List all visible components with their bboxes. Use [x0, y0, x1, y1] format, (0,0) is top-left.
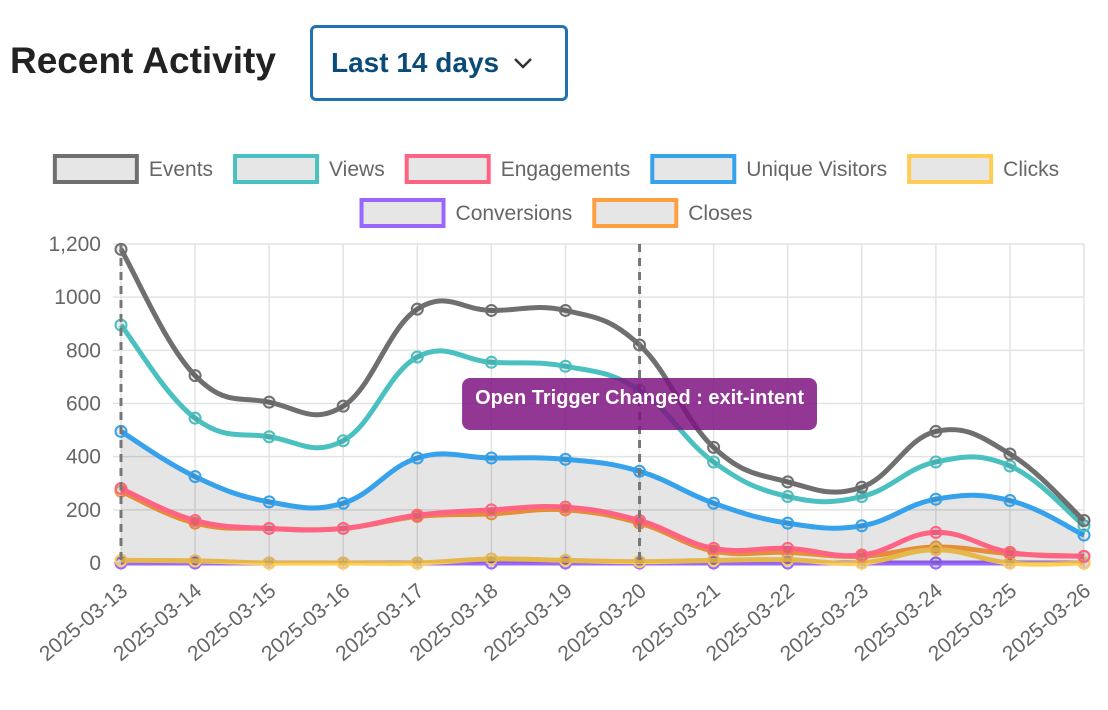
chart: 020040060080010001,2002025-03-132025-03-… — [35, 154, 1095, 666]
legend-item: Views — [233, 154, 385, 184]
legend-label: Unique Visitors — [746, 158, 887, 181]
point — [484, 355, 498, 369]
y-tick-label: 400 — [66, 446, 101, 469]
point — [484, 503, 498, 517]
point — [484, 552, 498, 566]
chevron — [514, 58, 532, 69]
annotation-label: Open Trigger Changed : exit-intent — [475, 387, 804, 409]
point — [484, 303, 498, 317]
annotation: Open Trigger Changed : exit-intent — [462, 378, 817, 430]
y-tick-label: 200 — [66, 499, 101, 522]
legend-item: Events — [52, 154, 213, 184]
point — [410, 451, 424, 465]
legend-item: Unique Visitors — [650, 154, 887, 184]
legend-label: Conversions — [456, 202, 573, 225]
point — [484, 451, 498, 465]
point — [707, 541, 721, 555]
y-tick-label: 1,200 — [48, 233, 101, 256]
point — [188, 554, 202, 568]
point — [558, 359, 572, 373]
legend-swatch — [404, 154, 491, 184]
point — [558, 553, 572, 567]
point — [1003, 494, 1017, 508]
legend-item: Conversions — [359, 198, 573, 228]
point — [781, 516, 795, 530]
y-tick-label: 1000 — [54, 286, 101, 309]
point — [929, 556, 943, 570]
point — [188, 470, 202, 484]
y-tick-label: 0 — [89, 552, 101, 575]
point — [1003, 459, 1017, 473]
point — [262, 495, 276, 509]
point — [336, 399, 350, 413]
point — [855, 480, 869, 494]
point — [1003, 447, 1017, 461]
legend-item: Clicks — [907, 154, 1059, 184]
point — [781, 541, 795, 555]
point — [410, 350, 424, 364]
legend-label: Engagements — [501, 158, 631, 181]
series-line — [118, 248, 1086, 523]
point — [1003, 545, 1017, 559]
point — [855, 548, 869, 562]
title: Recent Activity — [10, 40, 276, 81]
legend-swatch — [592, 198, 679, 228]
point — [1077, 513, 1091, 527]
legend-swatch — [650, 154, 737, 184]
legend-label: Events — [149, 158, 213, 181]
point — [929, 424, 943, 438]
point — [262, 430, 276, 444]
point — [1077, 549, 1091, 563]
legend-swatch — [233, 154, 320, 184]
point — [781, 475, 795, 489]
point — [188, 411, 202, 425]
legend-label: Clicks — [1003, 158, 1059, 181]
legend-item: Closes — [592, 198, 752, 228]
legend-label: Views — [329, 158, 385, 181]
point — [707, 440, 721, 454]
legend-item: Engagements — [404, 154, 631, 184]
point — [558, 452, 572, 466]
point — [1077, 528, 1091, 542]
point — [707, 496, 721, 510]
range-dropdown[interactable]: Last 14 days — [310, 25, 568, 101]
point — [855, 519, 869, 533]
legend-swatch — [907, 154, 994, 184]
series-line — [119, 323, 1086, 528]
point — [929, 543, 943, 557]
point — [336, 521, 350, 535]
y-tick-label: 600 — [66, 393, 101, 416]
point — [929, 525, 943, 539]
point — [262, 521, 276, 535]
point — [929, 492, 943, 506]
point — [262, 395, 276, 409]
legend-swatch — [359, 198, 446, 228]
legend-label: Closes — [688, 202, 752, 225]
point — [410, 302, 424, 316]
point — [188, 513, 202, 527]
point — [855, 490, 869, 504]
point — [336, 556, 350, 570]
y-tick-label: 800 — [66, 339, 101, 362]
point — [781, 490, 795, 504]
point — [410, 508, 424, 522]
series-line — [120, 547, 1085, 567]
point — [262, 556, 276, 570]
point — [336, 496, 350, 510]
point — [410, 556, 424, 570]
point — [558, 500, 572, 514]
point — [336, 434, 350, 448]
range-label: Last 14 days — [331, 47, 500, 78]
point — [188, 369, 202, 383]
annotation-box — [462, 378, 817, 430]
point — [558, 303, 572, 317]
legend-swatch — [52, 154, 139, 184]
point — [707, 455, 721, 469]
point — [929, 455, 943, 469]
